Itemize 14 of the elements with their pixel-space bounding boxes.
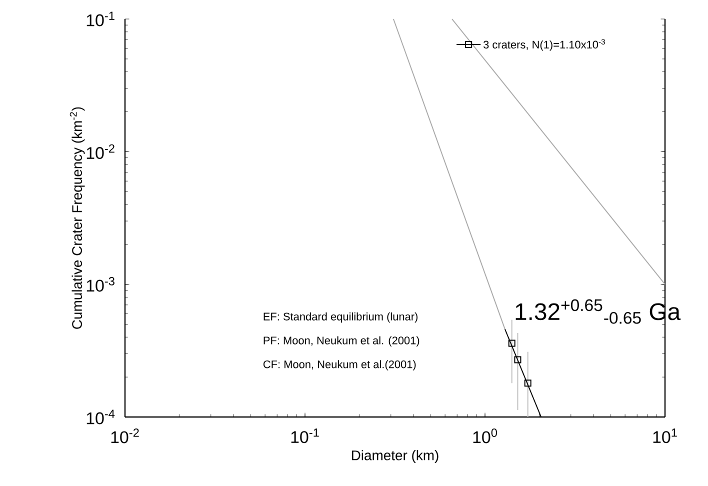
x-tick-label: 10$^{0}$ — [473, 428, 497, 444]
legend-label: 3 craters, N(1)=1.10x10$^{-3}$ — [483, 39, 605, 51]
y-tick-label: 10$^{-4}$ — [86, 410, 115, 424]
y-tick-label: 10$^{-3}$ — [86, 276, 114, 292]
x-tick-label: 10$^{1}$ — [653, 428, 677, 444]
y-tick-label: 10$^{-1}$ — [86, 12, 114, 26]
annotation: EF: Standard equilibrium (lunar) — [264, 312, 418, 323]
annotation: CF: Moon, Neukum et al.(2001) — [263, 360, 416, 370]
x-axis-title: Diameter (km) — [352, 450, 438, 464]
annotation: PF: Moon, Neukum et al. (2001) — [264, 336, 420, 346]
y-axis-title: Cumulative Crater Frequency (km$^{-2}$) — [70, 107, 85, 329]
x-tick-label: 10$^{-1}$ — [291, 428, 319, 444]
y-tick-label: 10$^{-2}$ — [86, 144, 114, 160]
x-tick-label: 10$^{-2}$ — [111, 428, 139, 444]
